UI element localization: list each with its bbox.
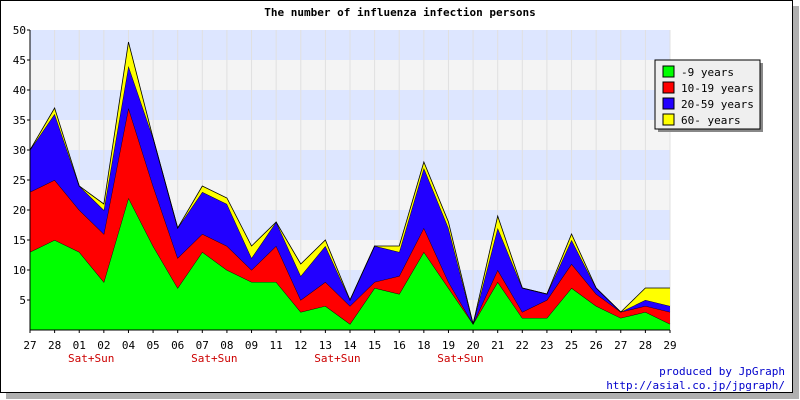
- x-tick-label: 23: [540, 339, 553, 352]
- legend-swatch: [662, 81, 675, 94]
- x-tick-label: 01: [73, 339, 86, 352]
- x-tick-label: 27: [614, 339, 627, 352]
- x-tick-label: 11: [270, 339, 283, 352]
- weekend-label: Sat+Sun: [314, 352, 360, 365]
- x-tick-label: 05: [146, 339, 159, 352]
- x-tick-label: 28: [48, 339, 61, 352]
- x-tick-label: 29: [663, 339, 676, 352]
- legend: -9 years 10-19 years 20-59 years 60- years: [654, 59, 763, 132]
- y-tick-label: 20: [13, 204, 26, 217]
- legend-label: 20-59 years: [681, 98, 754, 111]
- x-tick-label: 27: [23, 339, 36, 352]
- y-tick-label: 50: [13, 24, 26, 37]
- y-tick-label: 25: [13, 174, 26, 187]
- y-tick-label: 35: [13, 114, 26, 127]
- y-tick-label: 10: [13, 264, 26, 277]
- legend-label: -9 years: [681, 66, 734, 79]
- frame-shadow-bottom: [6, 393, 799, 399]
- legend-label: 60- years: [681, 114, 741, 127]
- x-tick-label: 09: [245, 339, 258, 352]
- x-tick-label: 04: [122, 339, 136, 352]
- x-tick-label: 06: [171, 339, 184, 352]
- x-tick-label: 13: [319, 339, 332, 352]
- legend-label: 10-19 years: [681, 82, 754, 95]
- chart-title: The number of influenza infection person…: [264, 6, 536, 19]
- y-tick-label: 30: [13, 144, 26, 157]
- weekend-label: Sat+Sun: [68, 352, 114, 365]
- area-series-4: [30, 42, 670, 324]
- x-tick-labels: 27 28 01 02 04 05 06 07 08 09 11 12 13 14 15 16 18 19 20 21…: [23, 339, 676, 352]
- x-tick-label: 19: [442, 339, 455, 352]
- x-tick-label: 18: [417, 339, 430, 352]
- x-tick-label: 20: [466, 339, 479, 352]
- weekend-label: Sat+Sun: [191, 352, 237, 365]
- x-tick-label: 28: [639, 339, 652, 352]
- credit-line-1: produced by JpGraph: [659, 365, 785, 378]
- axes: [27, 29, 671, 333]
- x-tick-label: 22: [516, 339, 529, 352]
- x-tick-label: 02: [97, 339, 110, 352]
- x-tick-label: 07: [196, 339, 209, 352]
- frame-shadow-right: [793, 6, 799, 398]
- credit-link[interactable]: http://asial.co.jp/jpgraph/: [606, 379, 785, 392]
- legend-swatch: [662, 97, 675, 110]
- x-tick-label: 21: [491, 339, 504, 352]
- y-tick-labels: 5 10 15 20 25 30 35 40 45 50: [13, 24, 26, 307]
- y-tick-label: 45: [13, 54, 26, 67]
- area-series-1: [30, 198, 670, 330]
- y-tick-label: 40: [13, 84, 26, 97]
- x-tick-label: 12: [294, 339, 307, 352]
- y-tick-label: 15: [13, 234, 26, 247]
- area-outline-series-4: [29, 41, 670, 325]
- x-tick-label: 25: [565, 339, 578, 352]
- x-tick-label: 08: [220, 339, 233, 352]
- x-tick-label: 16: [393, 339, 406, 352]
- x-tick-label: 26: [590, 339, 603, 352]
- x-tick-label: 14: [343, 339, 357, 352]
- legend-swatch: [662, 113, 675, 126]
- x-tick-label: 15: [368, 339, 381, 352]
- legend-swatch: [662, 65, 675, 78]
- area-series-2: [30, 108, 670, 324]
- area-series-3: [30, 66, 670, 324]
- stacked-areas: [29, 41, 671, 330]
- weekend-label: Sat+Sun: [437, 352, 483, 365]
- weekend-labels: Sat+Sun Sat+Sun Sat+Sun Sat+Sun: [68, 352, 484, 365]
- y-tick-label: 5: [19, 294, 26, 307]
